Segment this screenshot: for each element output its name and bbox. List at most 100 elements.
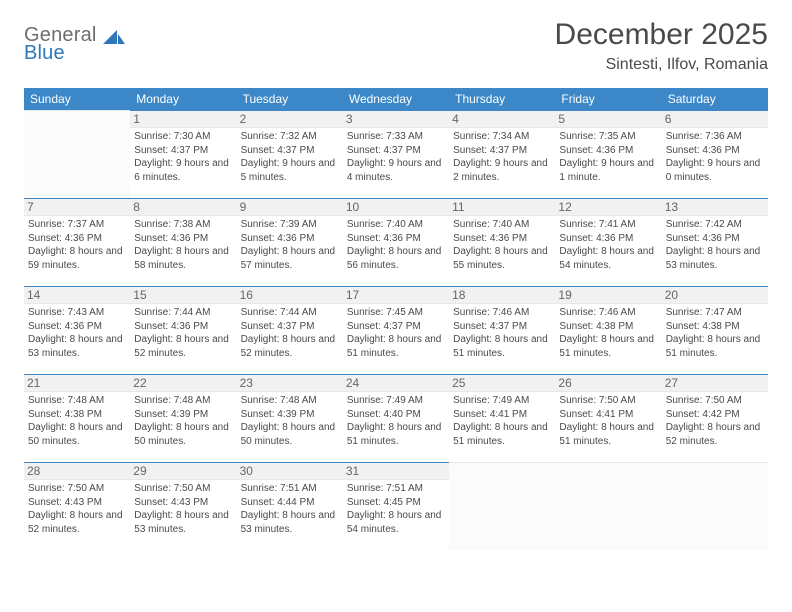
sunrise-line: Sunrise: 7:39 AM [241, 218, 339, 232]
calendar-week-row: 21 Sunrise: 7:48 AM Sunset: 4:38 PM Dayligh… [24, 374, 768, 462]
calendar-week-row: 1Sunrise: 7:30 AMSunset: 4:37 PMDaylight… [24, 110, 768, 198]
calendar-cell: 19Sunrise: 7:46 AMSunset: 4:38 PMDayligh… [555, 286, 661, 374]
daylight-line: Daylight: 8 hours and 51 minutes. [453, 421, 551, 448]
calendar-cell [555, 462, 661, 550]
sunset-line: Sunset: 4:37 PM [241, 144, 339, 158]
daylight-line: Daylight: 8 hours and 51 minutes. [559, 333, 657, 360]
daylight-line: Daylight: 9 hours and 4 minutes. [347, 157, 445, 184]
calendar-cell: 15Sunrise: 7:44 AMSunset: 4:36 PMDayligh… [130, 286, 236, 374]
calendar-cell: 12Sunrise: 7:41 AMSunset: 4:36 PMDayligh… [555, 198, 661, 286]
calendar-cell: 13Sunrise: 7:42 AMSunset: 4:36 PMDayligh… [662, 198, 768, 286]
sunset-line: Sunset: 4:41 PM [559, 408, 657, 422]
calendar-cell: 11Sunrise: 7:40 AMSunset: 4:36 PMDayligh… [449, 198, 555, 286]
sunrise-line: Sunrise: 7:46 AM [559, 306, 657, 320]
daylight-line: Daylight: 8 hours and 58 minutes. [134, 245, 232, 272]
calendar-cell [24, 110, 130, 198]
sunrise-line: Sunrise: 7:41 AM [559, 218, 657, 232]
day-header: Friday [555, 88, 661, 110]
daylight-line: Daylight: 8 hours and 50 minutes. [241, 421, 339, 448]
day-number: 17 [343, 287, 449, 304]
sunset-line: Sunset: 4:36 PM [134, 320, 232, 334]
daylight-line: Daylight: 8 hours and 53 minutes. [241, 509, 339, 536]
sunset-line: Sunset: 4:41 PM [453, 408, 551, 422]
sunset-line: Sunset: 4:37 PM [241, 320, 339, 334]
day-number: 12 [555, 199, 661, 216]
calendar-cell: 9Sunrise: 7:39 AMSunset: 4:36 PMDaylight… [237, 198, 343, 286]
sunrise-line: Sunrise: 7:47 AM [666, 306, 764, 320]
calendar-cell: 18Sunrise: 7:46 AMSunset: 4:37 PMDayligh… [449, 286, 555, 374]
calendar-cell: 7Sunrise: 7:37 AMSunset: 4:36 PMDaylight… [24, 198, 130, 286]
logo-line2: Blue [24, 42, 65, 65]
calendar-cell: 24Sunrise: 7:49 AMSunset: 4:40 PMDayligh… [343, 374, 449, 462]
calendar-cell: 10Sunrise: 7:40 AMSunset: 4:36 PMDayligh… [343, 198, 449, 286]
daylight-line: Daylight: 8 hours and 54 minutes. [559, 245, 657, 272]
sunrise-line: Sunrise: 7:51 AM [241, 482, 339, 496]
day-number: 4 [449, 111, 555, 128]
sunset-line: Sunset: 4:39 PM [241, 408, 339, 422]
daylight-line: Daylight: 8 hours and 57 minutes. [241, 245, 339, 272]
day-number: 18 [449, 287, 555, 304]
sunrise-line: Sunrise: 7:50 AM [134, 482, 232, 496]
sunrise-line: Sunrise: 7:42 AM [666, 218, 764, 232]
day-number: 16 [237, 287, 343, 304]
sunset-line: Sunset: 4:40 PM [347, 408, 445, 422]
sunrise-line: Sunrise: 7:48 AM [241, 394, 339, 408]
day-number: 30 [237, 463, 343, 480]
sunset-line: Sunset: 4:36 PM [347, 232, 445, 246]
day-number: 7 [24, 199, 130, 216]
calendar-cell: 31Sunrise: 7:51 AMSunset: 4:45 PMDayligh… [343, 462, 449, 550]
sunrise-line: Sunrise: 7:51 AM [347, 482, 445, 496]
sunset-line: Sunset: 4:44 PM [241, 496, 339, 510]
day-header: Sunday [24, 88, 130, 110]
daylight-line: Daylight: 8 hours and 54 minutes. [347, 509, 445, 536]
daylight-line: Daylight: 9 hours and 0 minutes. [666, 157, 764, 184]
sunset-line: Sunset: 4:36 PM [666, 232, 764, 246]
day-number: 5 [555, 111, 661, 128]
day-header: Saturday [662, 88, 768, 110]
calendar-cell: 3Sunrise: 7:33 AMSunset: 4:37 PMDaylight… [343, 110, 449, 198]
sunset-line: Sunset: 4:36 PM [28, 232, 126, 246]
calendar-cell: 16 Sunrise: 7:44 AMSunset: 4:37 PMDayligh… [237, 286, 343, 374]
sunset-line: Sunset: 4:36 PM [28, 320, 126, 334]
daylight-line: Daylight: 9 hours and 2 minutes. [453, 157, 551, 184]
day-number: 10 [343, 199, 449, 216]
calendar-cell: 14Sunrise: 7:43 AMSunset: 4:36 PMDayligh… [24, 286, 130, 374]
sunrise-line: Sunrise: 7:43 AM [28, 306, 126, 320]
day-number: 21 [24, 375, 130, 392]
sunrise-line: Sunrise: 7:44 AM [241, 306, 339, 320]
calendar-week-row: 7Sunrise: 7:37 AMSunset: 4:36 PMDaylight… [24, 198, 768, 286]
day-number: 1 [130, 111, 236, 128]
daylight-line: Daylight: 8 hours and 59 minutes. [28, 245, 126, 272]
day-header: Thursday [449, 88, 555, 110]
sunset-line: Sunset: 4:36 PM [666, 144, 764, 158]
daylight-line: Daylight: 8 hours and 52 minutes. [241, 333, 339, 360]
calendar-cell: 21Sunrise: 7:48 AMSunset: 4:38 PMDayligh… [24, 374, 130, 462]
calendar-cell: 4Sunrise: 7:34 AMSunset: 4:37 PMDaylight… [449, 110, 555, 198]
sunset-line: Sunset: 4:36 PM [134, 232, 232, 246]
day-number: 28 [24, 463, 130, 480]
sunset-line: Sunset: 4:38 PM [28, 408, 126, 422]
sunrise-line: Sunrise: 7:50 AM [666, 394, 764, 408]
sunset-line: Sunset: 4:37 PM [347, 320, 445, 334]
calendar-cell [449, 462, 555, 550]
sunset-line: Sunset: 4:36 PM [559, 144, 657, 158]
calendar-page: General December 2025 Sintesti, Ilfov, R… [0, 0, 792, 612]
sunrise-line: Sunrise: 7:50 AM [28, 482, 126, 496]
sunrise-line: Sunrise: 7:49 AM [347, 394, 445, 408]
calendar-cell: 8Sunrise: 7:38 AMSunset: 4:36 PMDaylight… [130, 198, 236, 286]
daylight-line: Daylight: 8 hours and 50 minutes. [134, 421, 232, 448]
day-number: 19 [555, 287, 661, 304]
sunrise-line: Sunrise: 7:34 AM [453, 130, 551, 144]
sunrise-line: Sunrise: 7:50 AM [559, 394, 657, 408]
day-header: Wednesday [343, 88, 449, 110]
calendar-cell: 1Sunrise: 7:30 AMSunset: 4:37 PMDaylight… [130, 110, 236, 198]
sunrise-line: Sunrise: 7:33 AM [347, 130, 445, 144]
daylight-line: Daylight: 8 hours and 52 minutes. [134, 333, 232, 360]
day-number: 29 [130, 463, 236, 480]
daylight-line: Daylight: 8 hours and 51 minutes. [559, 421, 657, 448]
calendar-cell: 23Sunrise: 7:48 AMSunset: 4:39 PMDayligh… [237, 374, 343, 462]
day-number: 31 [343, 463, 449, 480]
day-header: Tuesday [237, 88, 343, 110]
title-block: December 2025 Sintesti, Ilfov, Romania [555, 18, 768, 74]
day-number: 15 [130, 287, 236, 304]
